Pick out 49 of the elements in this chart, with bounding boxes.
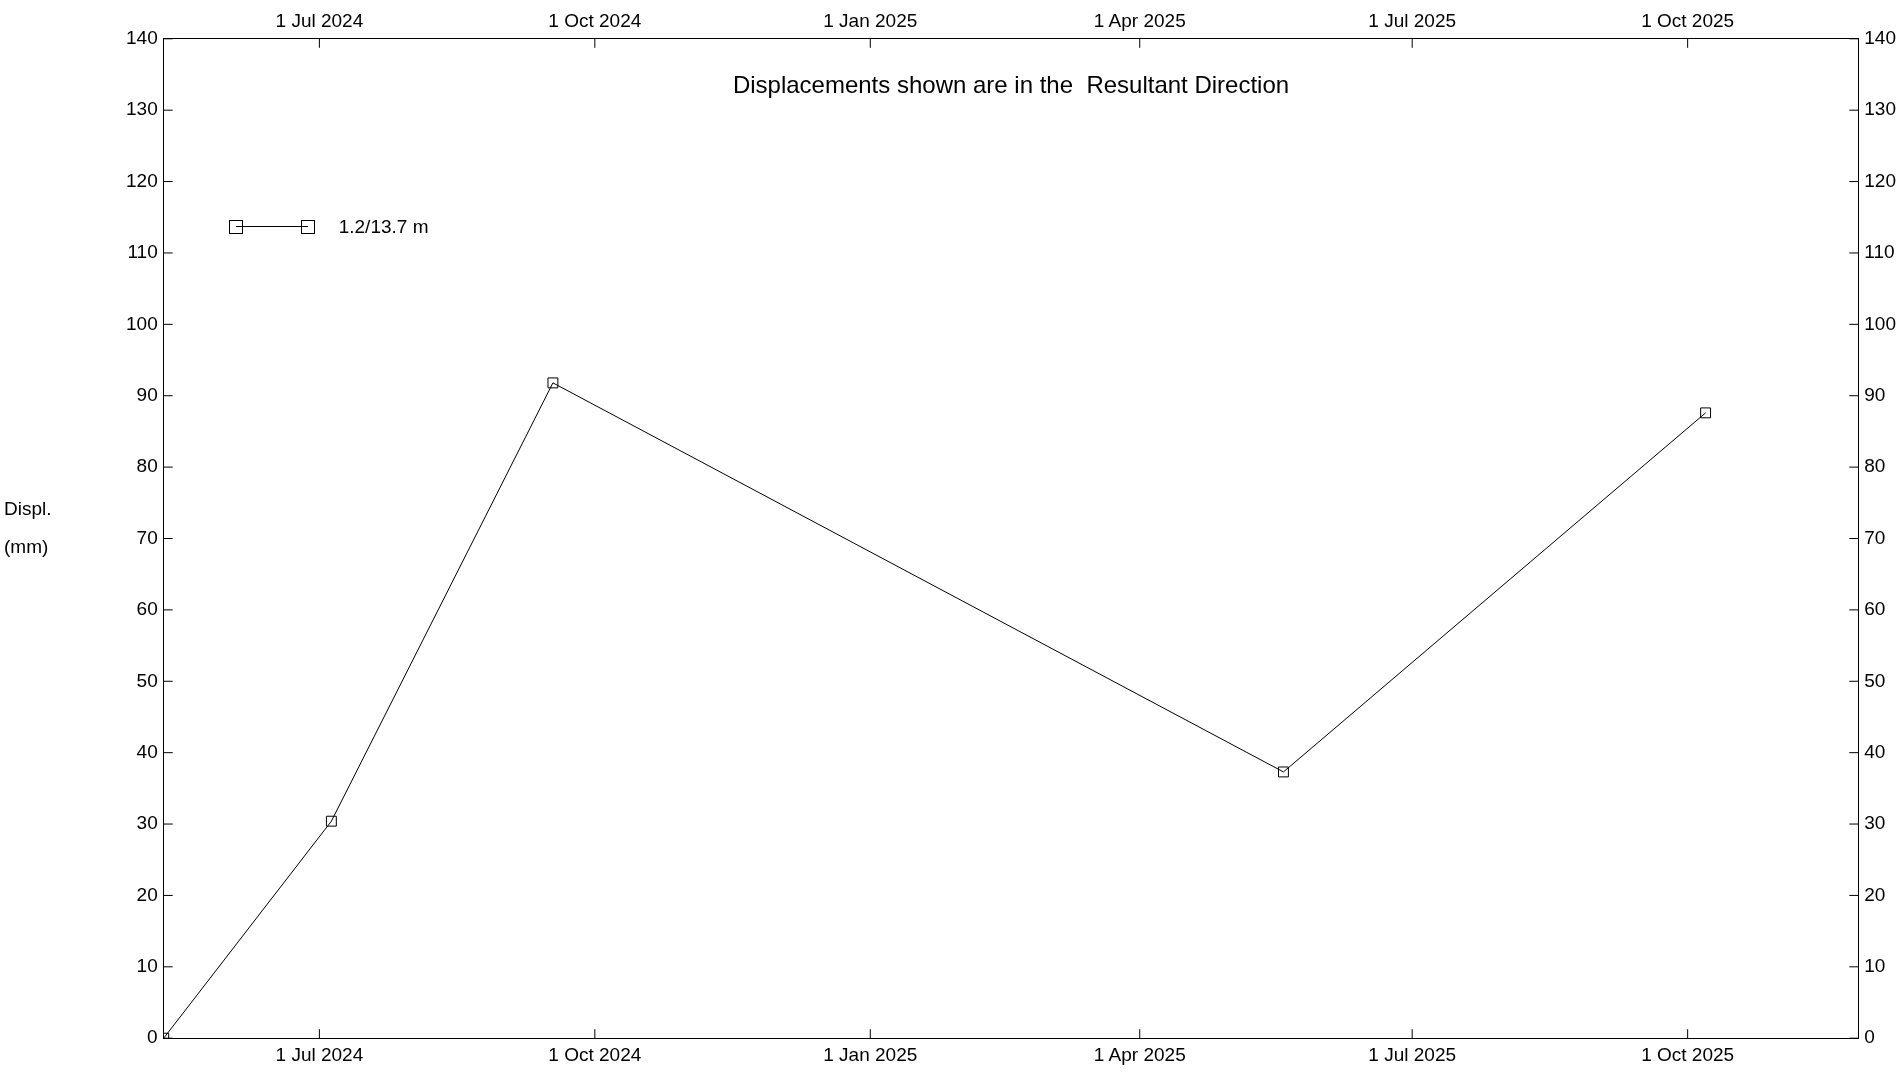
y2-tick-label: 60 bbox=[1864, 598, 1886, 620]
y-tick-label: 90 bbox=[136, 383, 158, 405]
y2-tick-label: 130 bbox=[1864, 98, 1896, 120]
x2-tick-label: 1 Oct 2025 bbox=[1641, 9, 1735, 31]
y2-tick-label: 20 bbox=[1864, 883, 1886, 905]
y2-tick-label: 80 bbox=[1864, 455, 1886, 477]
x2-tick-label: 1 Jul 2025 bbox=[1368, 9, 1457, 31]
y-tick-label: 130 bbox=[126, 98, 158, 120]
x2-tick-label: 1 Oct 2024 bbox=[548, 9, 642, 31]
text: Displacements shown are in the Resultant Direction bbox=[732, 71, 1290, 99]
x-tick-label: 1 Jul 2024 bbox=[275, 1043, 364, 1065]
y2-tick-label: 140 bbox=[1864, 27, 1896, 49]
y-tick-label: 30 bbox=[136, 812, 158, 834]
y-tick-label: 50 bbox=[136, 669, 158, 691]
y-tick-label: 100 bbox=[126, 312, 158, 334]
point bbox=[547, 377, 559, 389]
x-tick-label: 1 Oct 2024 bbox=[548, 1043, 642, 1065]
y-tick-label: 110 bbox=[127, 241, 158, 263]
y2-tick-label: 90 bbox=[1864, 383, 1886, 405]
y2-tick-label: 10 bbox=[1864, 955, 1886, 977]
y-tick-label: 40 bbox=[136, 740, 158, 762]
y-tick-label: 20 bbox=[136, 883, 158, 905]
y-tick-label: 70 bbox=[136, 526, 158, 548]
point bbox=[325, 815, 337, 827]
y2-tick-label: 70 bbox=[1864, 526, 1886, 548]
y-tick-label: 120 bbox=[126, 169, 158, 191]
y-tick-label: 140 bbox=[126, 27, 158, 49]
legend-label: 1.2/13.7 m bbox=[338, 215, 429, 238]
x-tick-label: 1 Jan 2025 bbox=[823, 1043, 918, 1065]
y-tick-label: 60 bbox=[136, 598, 158, 620]
point bbox=[1700, 407, 1712, 419]
y2-tick-label: 120 bbox=[1864, 169, 1896, 191]
y2-tick-label: 50 bbox=[1864, 669, 1886, 691]
x2-tick-label: 1 Jan 2025 bbox=[823, 9, 918, 31]
y-tick-label: 10 bbox=[136, 955, 158, 977]
point bbox=[1278, 766, 1289, 778]
y-tick-label: 0 bbox=[147, 1026, 158, 1048]
y2-tick-label: 40 bbox=[1864, 740, 1886, 762]
x2-tick-label: 1 Jul 2024 bbox=[275, 9, 364, 31]
y-tick-label: 80 bbox=[136, 455, 158, 477]
y2-tick-label: 110 bbox=[1864, 241, 1895, 263]
x-tick-label: 1 Oct 2025 bbox=[1641, 1043, 1735, 1065]
x-tick-label: 1 Jul 2025 bbox=[1368, 1043, 1457, 1065]
y2-tick-label: 30 bbox=[1864, 812, 1886, 834]
y-axis-title: Displ. (mm) bbox=[4, 497, 53, 559]
x-tick-label: 1 Apr 2025 bbox=[1093, 1043, 1186, 1065]
y2-tick-label: 0 bbox=[1864, 1026, 1875, 1048]
x2-tick-label: 1 Apr 2025 bbox=[1093, 9, 1186, 31]
y2-tick-label: 100 bbox=[1864, 312, 1896, 334]
